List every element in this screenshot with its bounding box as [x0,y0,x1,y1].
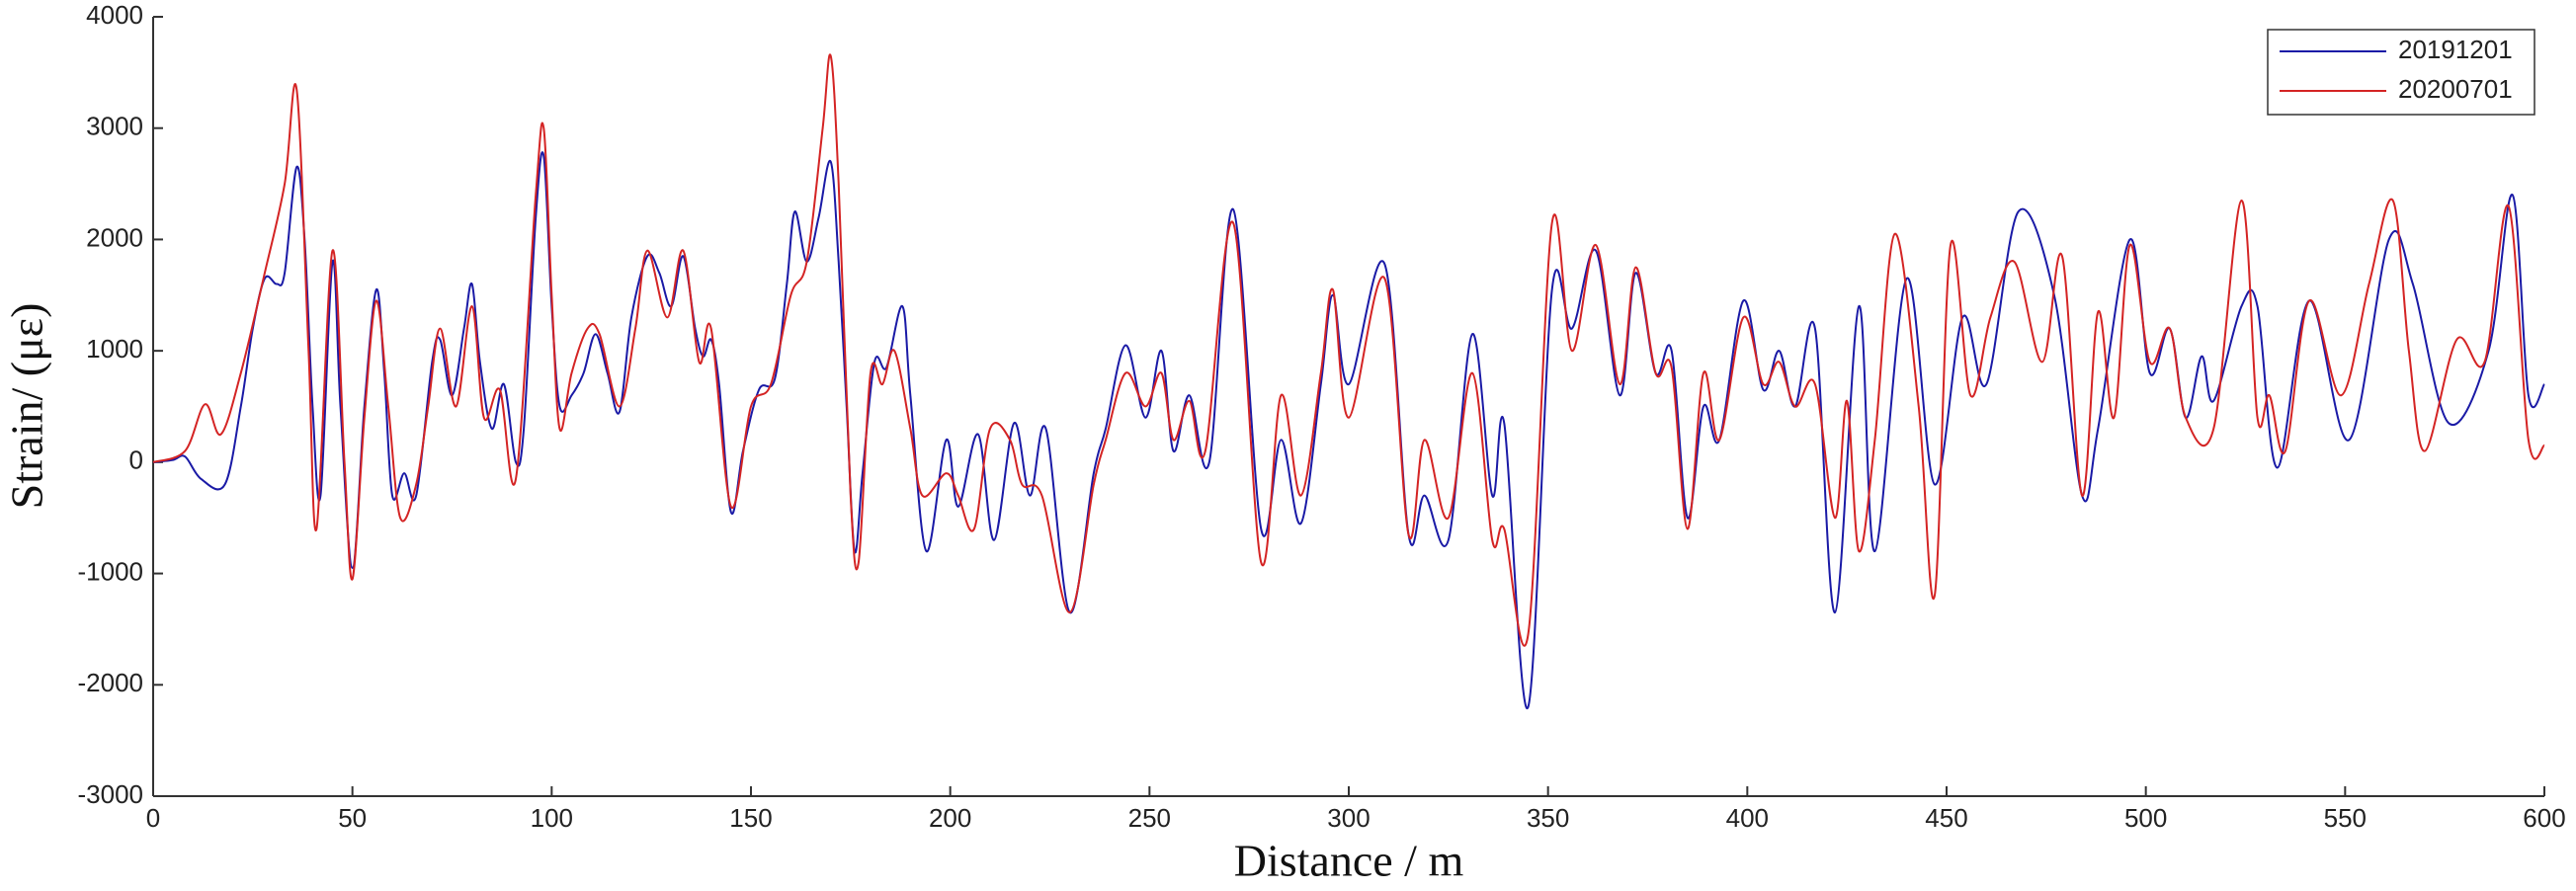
x-tick-label: 250 [1128,803,1171,833]
legend-label: 20200701 [2398,74,2513,104]
x-tick-label: 400 [1726,803,1769,833]
x-tick-label: 350 [1527,803,1569,833]
y-tick-label: 3000 [86,112,143,141]
x-tick-label: 100 [531,803,573,833]
y-tick-label: -1000 [78,556,144,586]
x-tick-label: 550 [2324,803,2367,833]
series-line [152,151,2545,709]
y-tick-label: -3000 [78,779,144,809]
x-tick-label: 50 [338,803,367,833]
series-line [152,53,2545,647]
legend: 20191201 20200701 [2267,29,2535,116]
y-axis-label: Strain/ (με) [2,303,52,510]
legend-label: 20191201 [2398,35,2513,64]
y-tick-label: 2000 [86,222,143,252]
x-tick-label: 300 [1327,803,1370,833]
legend-box [2267,29,2535,116]
x-axis-label: Distance / m [1234,836,1464,886]
y-tick-label: -2000 [78,668,144,697]
y-tick-label: 4000 [86,0,143,30]
y-tick-label: 1000 [86,334,143,364]
x-tick-label: 450 [1925,803,1967,833]
x-tick-label: 200 [929,803,971,833]
x-tick-label: 500 [2124,803,2167,833]
x-tick-label: 150 [729,803,772,833]
y-tick-label: 0 [129,446,143,475]
x-tick-label: 600 [2523,803,2565,833]
x-tick-label: 0 [146,803,160,833]
